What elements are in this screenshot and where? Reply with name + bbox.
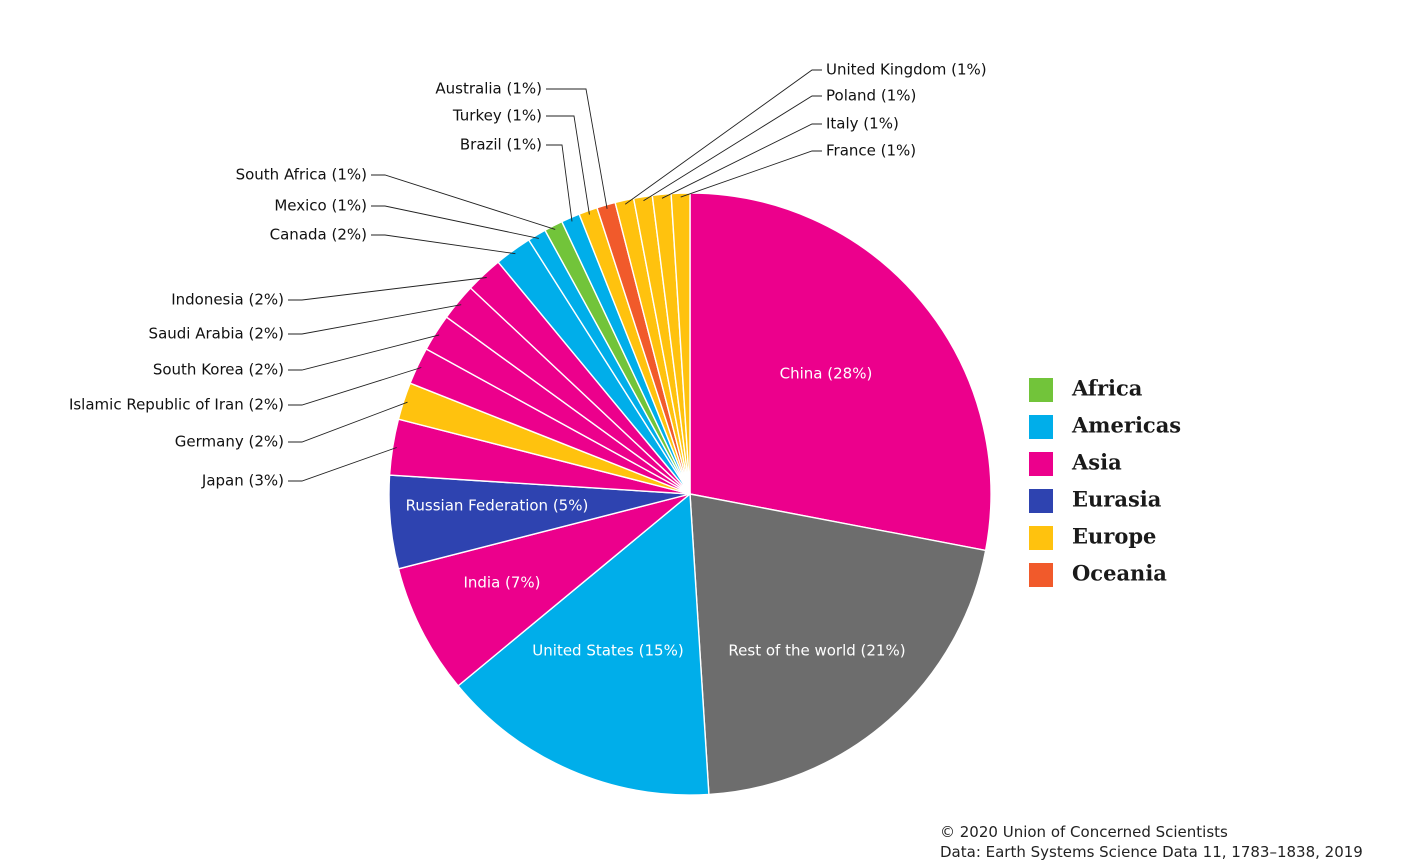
slice-label-germany: Germany (2%) [175,433,284,451]
leader-line-saudi-arabia [288,304,462,335]
pie-labels: China (28%) Rest of the world (21%) United… [69,61,987,660]
leader-line-united-kingdom [624,69,822,205]
slice-label-saudi-arabia: Saudi Arabia (2%) [149,325,284,343]
slice-label-united-states: United States (15%) [532,642,683,660]
copyright-credit: © 2020 Union of Concerned Scientists [940,823,1228,841]
slice-label-italy: Italy (1%) [826,115,899,133]
legend-label-americas: Americas [1071,413,1181,438]
slice-label-australia: Australia (1%) [435,80,542,98]
leader-line-poland [643,95,822,202]
pie-slice-india [397,493,691,687]
leader-line-mexico [371,205,539,239]
leader-line-south-korea [288,334,440,371]
slice-label-france: France (1%) [826,142,916,160]
leader-line-indonesia [288,277,487,301]
slice-label-united-kingdom: United Kingdom (1%) [826,61,987,79]
data-source-credit: Data: Earth Systems Science Data 11, 178… [940,843,1363,860]
slice-label-poland: Poland (1%) [826,87,916,105]
legend-swatch-africa [1029,378,1053,402]
slice-label-turkey: Turkey (1%) [452,107,542,125]
legend-swatch-eurasia [1029,489,1053,513]
slice-label-russian-federation: Russian Federation (5%) [406,497,589,515]
leader-line-brazil [546,144,573,222]
pie-slices [388,192,992,796]
legend-label-europe: Europe [1072,524,1156,549]
pie-slice-china [689,192,992,552]
legend-label-africa: Africa [1071,376,1143,401]
slice-label-rest-of-the-world: Rest of the world (21%) [728,642,905,660]
slice-label-brazil: Brazil (1%) [460,136,542,154]
legend: Africa Americas Asia Eurasia Europe Oceania [1029,376,1181,587]
slice-label-china: China (28%) [780,365,873,383]
slice-label-south-korea: South Korea (2%) [153,361,284,379]
legend-swatch-oceania [1029,563,1053,587]
slice-label-south-africa: South Africa (1%) [236,166,367,184]
legend-label-oceania: Oceania [1072,561,1167,586]
label-leader-lines [288,69,822,482]
leader-line-japan [288,447,397,482]
leader-line-italy [661,123,822,199]
slice-label-japan: Japan (3%) [201,472,284,490]
slice-label-canada: Canada (2%) [270,226,367,244]
leader-line-canada [371,234,516,255]
slice-label-indonesia: Indonesia (2%) [171,291,284,309]
slice-label-mexico: Mexico (1%) [274,197,367,215]
legend-swatch-asia [1029,452,1053,476]
legend-label-eurasia: Eurasia [1072,487,1162,512]
pie-slice-rest-of-the-world [689,493,987,796]
pie-slice-united-states [457,492,710,796]
slice-label-islamic-republic-of-iran: Islamic Republic of Iran (2%) [69,396,284,414]
leader-line-australia [546,88,608,209]
legend-swatch-americas [1029,415,1053,439]
leader-line-turkey [546,115,590,215]
legend-swatch-europe [1029,526,1053,550]
leader-line-germany [288,401,408,443]
leader-line-islamic-republic-of-iran [288,367,422,406]
legend-label-asia: Asia [1071,450,1122,475]
slice-label-india: India (7%) [463,574,540,592]
leader-line-south-africa [371,174,556,230]
leader-line-france [680,150,822,198]
